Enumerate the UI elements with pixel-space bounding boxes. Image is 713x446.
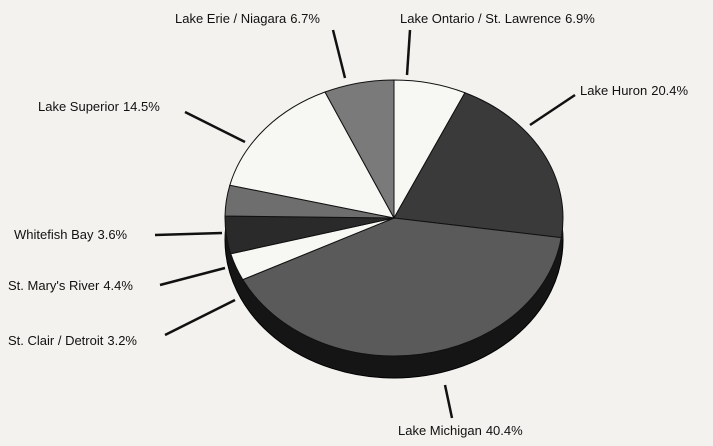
slice-value: 20.4% bbox=[651, 83, 688, 98]
slice-value: 6.7% bbox=[290, 11, 320, 26]
slice-label: Lake Ontario / St. Lawrence 6.9% bbox=[400, 11, 595, 26]
pie-slice bbox=[229, 91, 395, 219]
slice-name: Lake Superior bbox=[38, 99, 120, 114]
slice-name: Lake Ontario / St. Lawrence bbox=[400, 11, 561, 26]
slice-value: 40.4% bbox=[486, 423, 523, 438]
slice-label: Lake Superior 14.5% bbox=[38, 99, 160, 114]
pie-slice bbox=[242, 217, 562, 357]
slice-label: Lake Erie / Niagara 6.7% bbox=[175, 11, 320, 26]
leader-line bbox=[184, 110, 246, 144]
slice-value: 3.2% bbox=[107, 333, 137, 348]
slice-value: 4.4% bbox=[103, 278, 133, 293]
slice-name: St. Clair / Detroit bbox=[8, 333, 104, 348]
leader-line bbox=[159, 266, 226, 287]
pie-slice bbox=[393, 92, 564, 239]
slice-value: 14.5% bbox=[123, 99, 160, 114]
slice-label: Lake Huron 20.4% bbox=[580, 83, 689, 98]
slice-label: St. Mary's River 4.4% bbox=[8, 278, 133, 293]
slice-name: St. Mary's River bbox=[8, 278, 100, 293]
slice-value: 6.9% bbox=[565, 11, 595, 26]
pie-slice bbox=[324, 79, 395, 219]
slice-name: Lake Michigan bbox=[398, 423, 482, 438]
leader-line bbox=[529, 93, 576, 127]
slice-name: Lake Erie / Niagara bbox=[175, 11, 287, 26]
slice-label: Whitefish Bay 3.6% bbox=[14, 227, 128, 242]
leader-line bbox=[164, 298, 236, 337]
slice-label: St. Clair / Detroit 3.2% bbox=[8, 333, 137, 348]
slice-value: 3.6% bbox=[97, 227, 127, 242]
leader-line bbox=[405, 29, 412, 76]
slice-name: Whitefish Bay bbox=[14, 227, 94, 242]
leader-line bbox=[443, 384, 454, 419]
leader-line bbox=[331, 29, 347, 79]
slice-label: Lake Michigan 40.4% bbox=[398, 423, 523, 438]
leader-line bbox=[154, 231, 223, 237]
slice-name: Lake Huron bbox=[580, 83, 647, 98]
